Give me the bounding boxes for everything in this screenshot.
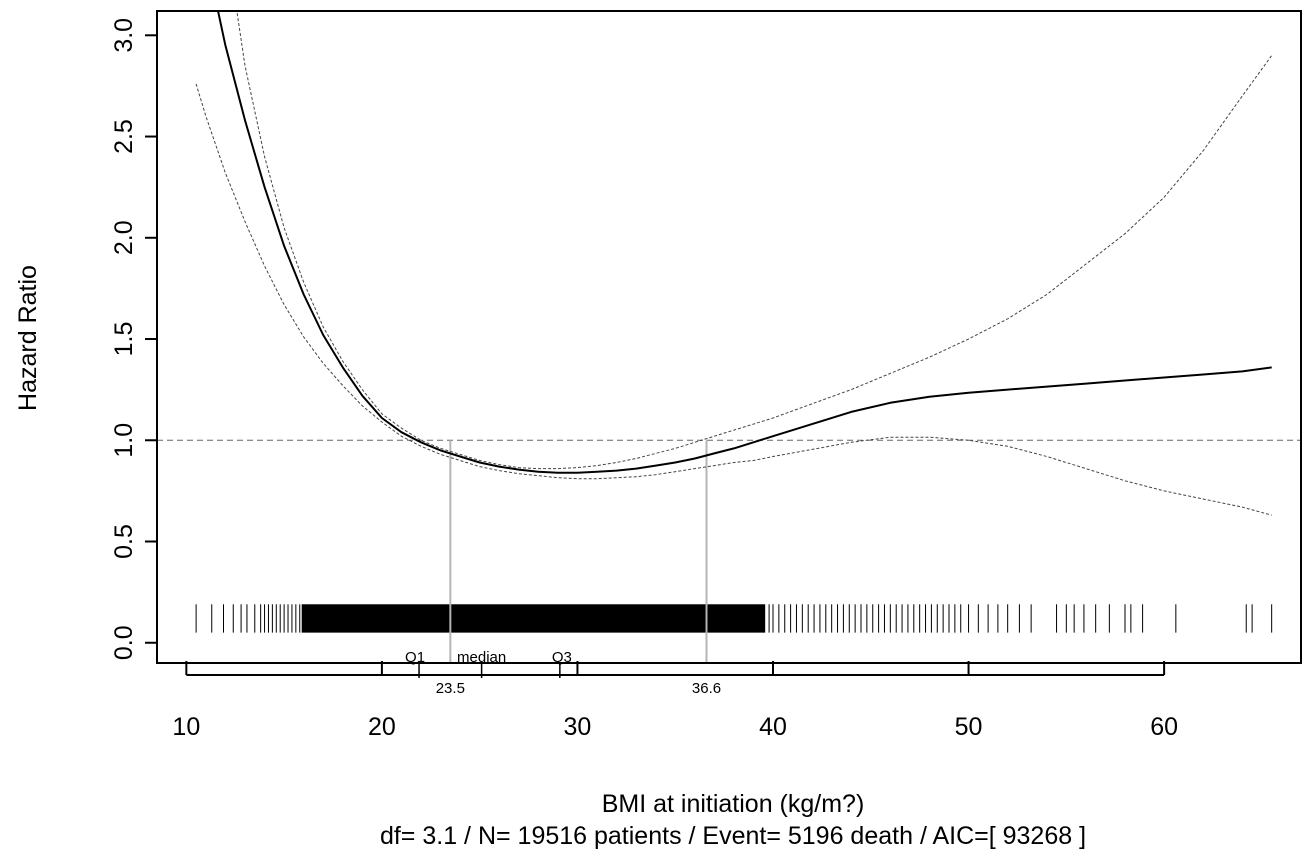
y-axis-title: Hazard Ratio bbox=[14, 265, 42, 411]
lower-ci-line bbox=[195, 83, 1272, 516]
chart-subtitle: df= 3.1 / N= 19516 patients / Event= 519… bbox=[380, 822, 1086, 850]
y-tick-label: 1.0 bbox=[110, 423, 138, 458]
y-tick-label: 2.0 bbox=[110, 220, 138, 255]
x-axis-title: BMI at initiation (kg/m?) bbox=[602, 790, 865, 818]
x-tick-label: 60 bbox=[1150, 713, 1178, 741]
lines-layer bbox=[157, 11, 1301, 663]
y-tick-label: 0.5 bbox=[110, 524, 138, 559]
plot-frame bbox=[156, 10, 1302, 664]
y-tick-label: 3.0 bbox=[110, 18, 138, 53]
y-tick-label: 0.0 bbox=[110, 625, 138, 660]
x-tick-label: 50 bbox=[955, 713, 983, 741]
crossing-label: 36.6 bbox=[692, 680, 721, 697]
rug-layer bbox=[195, 604, 1273, 633]
x-tick-label: 20 bbox=[368, 713, 396, 741]
axes-layer: 0.0 0.5 1.0 1.5 2.0 2.5 3.0 10 20 30 40 50 60 Q1 media… bbox=[110, 10, 1302, 741]
quantile-label: median bbox=[457, 649, 506, 666]
rug-dense-band bbox=[301, 604, 766, 633]
x-tick-label: 10 bbox=[172, 713, 200, 741]
quantile-label: Q3 bbox=[552, 649, 572, 666]
crossing-label: 23.5 bbox=[436, 680, 465, 697]
y-tick-label: 1.5 bbox=[110, 322, 138, 357]
quantile-label: Q1 bbox=[405, 649, 425, 666]
y-tick-label: 2.5 bbox=[110, 119, 138, 154]
x-tick-label: 40 bbox=[759, 713, 787, 741]
x-tick-label: 30 bbox=[564, 713, 592, 741]
estimate-line bbox=[217, 11, 1272, 474]
